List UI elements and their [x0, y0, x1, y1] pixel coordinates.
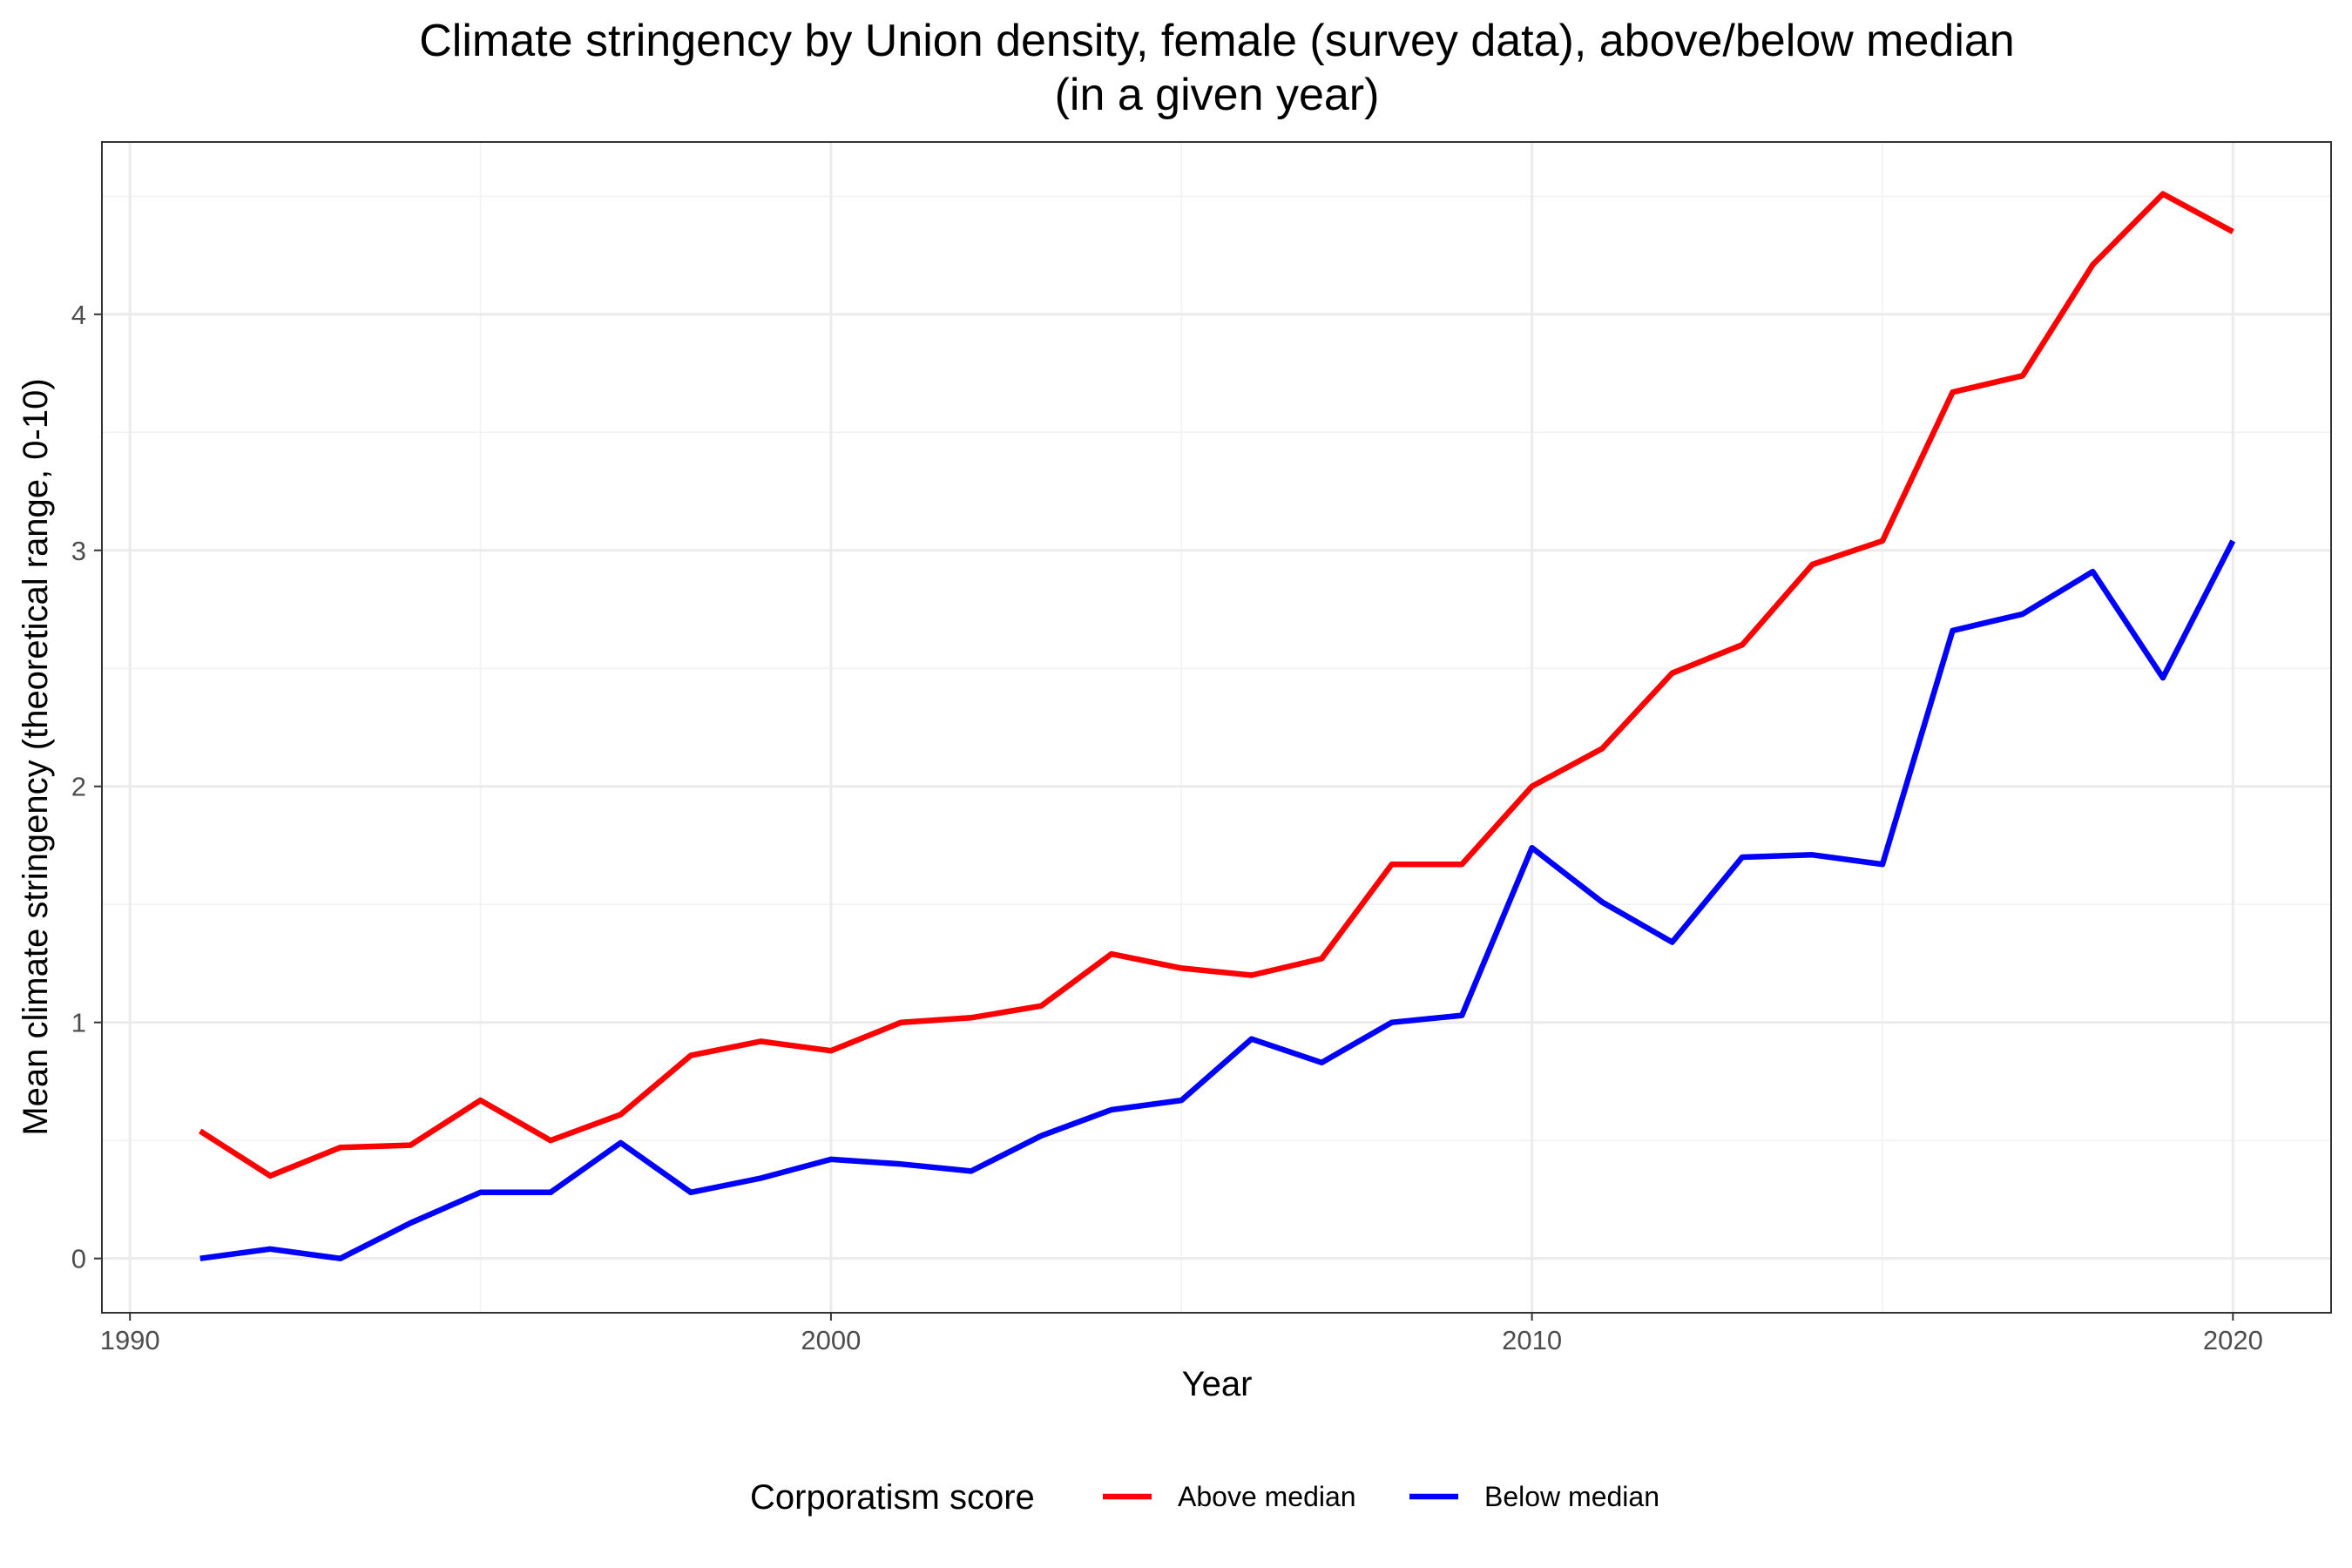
y-tick-label: 3	[71, 536, 86, 566]
legend: Corporatism score Above median Below medi…	[750, 1478, 1659, 1517]
plot-panel-border	[101, 141, 2332, 1314]
chart-title: Climate stringency by Union density, fem…	[419, 16, 2014, 66]
series-line-above-median	[198, 191, 2234, 1179]
x-axis-ticks: 1990 2000 2010 2020	[100, 1313, 2263, 1355]
x-tick-label: 2010	[1502, 1325, 1562, 1355]
minor-gridlines	[102, 142, 2331, 1313]
x-axis-title: Year	[1182, 1365, 1253, 1403]
legend-label-above-median: Above median	[1178, 1481, 1356, 1512]
legend-title: Corporatism score	[750, 1478, 1035, 1517]
x-tick-label: 1990	[100, 1325, 160, 1355]
series-lines	[198, 191, 2236, 1261]
major-gridlines	[102, 142, 2331, 1313]
y-axis-ticks: 0 1 2 3 4	[71, 300, 102, 1274]
legend-label-below-median: Below median	[1484, 1481, 1659, 1512]
y-tick-label: 1	[71, 1008, 86, 1038]
y-axis-title: Mean climate stringency (theoretical ran…	[17, 378, 55, 1135]
y-tick-label: 2	[71, 772, 86, 802]
y-tick-label: 4	[71, 300, 86, 330]
series-line-below-median	[199, 539, 2236, 1261]
chart-subtitle: (in a given year)	[1055, 70, 1380, 120]
y-tick-label: 0	[71, 1244, 86, 1274]
x-tick-label: 2020	[2203, 1325, 2263, 1355]
x-tick-label: 2000	[801, 1325, 861, 1355]
